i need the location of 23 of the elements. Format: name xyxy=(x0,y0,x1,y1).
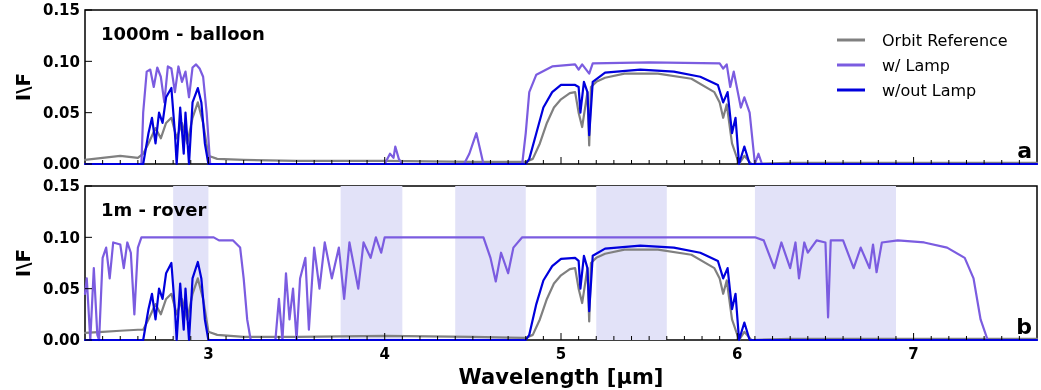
legend-label: w/out Lamp xyxy=(882,80,977,100)
x-tick-label: 6 xyxy=(732,345,743,363)
x-axis-title: Wavelength [μm] xyxy=(458,365,664,389)
text: 1000m - balloon xyxy=(101,23,265,44)
x-tick-label: 3 xyxy=(203,345,214,363)
y-axis-title: I\F xyxy=(11,72,35,102)
y-tick-label: 0.00 xyxy=(42,155,80,174)
y-tick-label: 0.15 xyxy=(42,1,80,20)
x-tick-label: 5 xyxy=(555,345,567,363)
legend-label: w/ Lamp xyxy=(882,55,951,75)
x-tick-label: 7 xyxy=(908,345,919,363)
annotation: b xyxy=(1016,314,1032,339)
y-tick-label: 0.05 xyxy=(42,103,80,122)
legend-label: Orbit Reference xyxy=(882,30,1008,50)
y-tick-label: 0.10 xyxy=(42,52,80,71)
y-tick-label: 0.05 xyxy=(42,279,80,298)
y-tick-label: 0.15 xyxy=(42,177,80,196)
x-tick-label: 4 xyxy=(379,345,390,363)
annotation: a xyxy=(1017,138,1032,163)
y-tick-label: 0.00 xyxy=(42,331,80,350)
y-axis-title: I\F xyxy=(11,248,35,278)
text: 1m - rover xyxy=(101,199,207,220)
y-tick-label: 0.10 xyxy=(42,228,80,247)
